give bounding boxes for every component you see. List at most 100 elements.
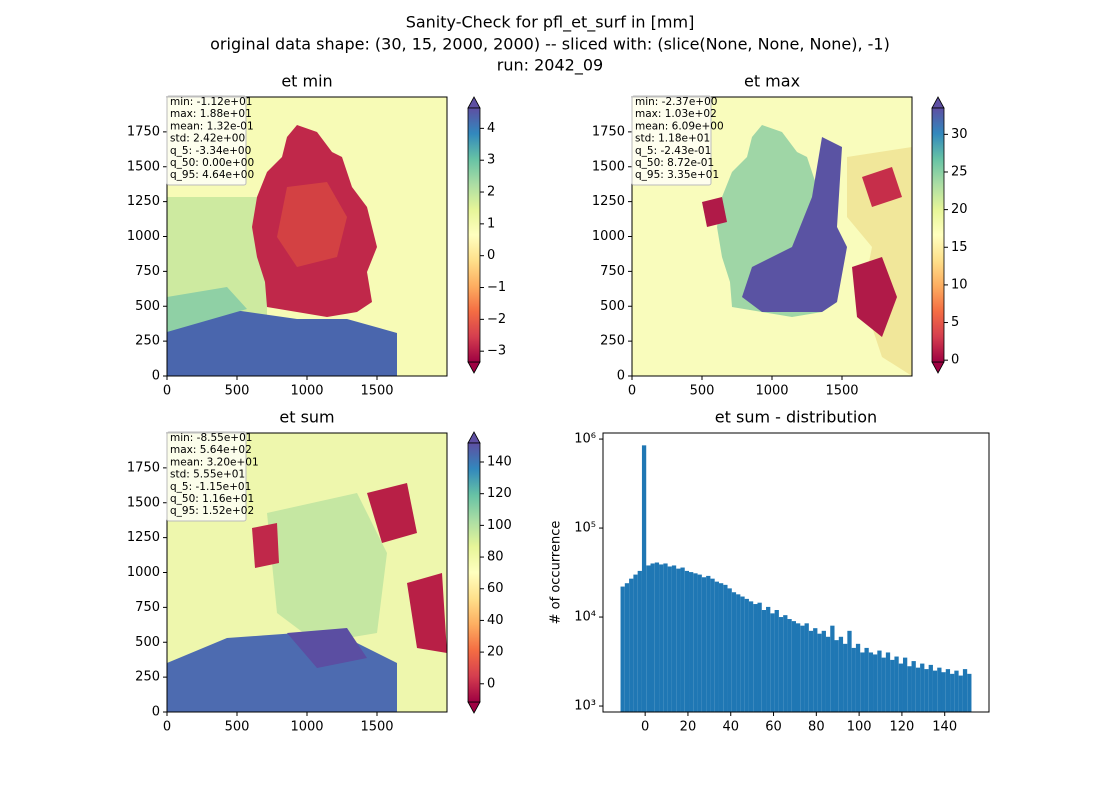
x-tick-label: 1000 bbox=[290, 720, 323, 735]
y-tick-label: 10⁶ bbox=[574, 432, 596, 447]
bar bbox=[843, 643, 848, 712]
x-tick-label: 120 bbox=[890, 720, 915, 735]
bar bbox=[950, 673, 955, 712]
y-tick-label: 1000 bbox=[592, 229, 625, 244]
colorbar-tick-label: 40 bbox=[487, 613, 504, 628]
bar bbox=[697, 574, 702, 712]
bar bbox=[898, 663, 903, 712]
stats-line: std: 1.18e+01 bbox=[635, 133, 710, 145]
bar bbox=[646, 565, 651, 712]
x-tick-label: 0 bbox=[163, 384, 171, 399]
colorbar-tick-label: 0 bbox=[951, 353, 959, 368]
map-patch bbox=[167, 309, 397, 376]
bar bbox=[932, 670, 938, 712]
y-tick-label: 10⁵ bbox=[574, 521, 596, 536]
x-tick-label: 0 bbox=[628, 384, 636, 399]
bar bbox=[667, 566, 672, 712]
y-tick-label: 1250 bbox=[127, 194, 160, 209]
colorbar-tick-label: 10 bbox=[951, 277, 968, 292]
stats-line: q_95: 4.64e+00 bbox=[170, 169, 254, 181]
stats-line: q_50: 8.72e-01 bbox=[635, 157, 714, 169]
x-tick-label: 1000 bbox=[755, 384, 788, 399]
stats-line: std: 5.55e+01 bbox=[170, 469, 245, 481]
bar bbox=[877, 650, 882, 712]
y-tick-label: 500 bbox=[135, 635, 160, 650]
colorbar-tick-label: 0 bbox=[487, 676, 495, 691]
x-tick-label: 140 bbox=[932, 720, 957, 735]
y-tick-label: 1000 bbox=[127, 229, 160, 244]
y-tick-label: 1750 bbox=[127, 124, 160, 139]
y-tick-label: 0 bbox=[152, 369, 160, 384]
bar bbox=[825, 636, 831, 712]
bar bbox=[659, 564, 664, 712]
map-patch bbox=[287, 628, 367, 668]
bar bbox=[967, 673, 972, 712]
y-axis-label: # of occurrence bbox=[549, 521, 564, 625]
bar bbox=[787, 619, 792, 712]
y-tick-label: 500 bbox=[135, 299, 160, 314]
stats-line: min: -1.12e+01 bbox=[170, 96, 252, 108]
bar bbox=[958, 675, 963, 712]
colorbar-tick-label: −2 bbox=[487, 312, 506, 327]
colorbar-tick-label: 5 bbox=[951, 315, 959, 330]
figure-title: original data shape: (30, 15, 2000, 2000… bbox=[210, 35, 890, 54]
colorbar bbox=[467, 442, 481, 703]
bar bbox=[654, 562, 660, 712]
bar bbox=[945, 669, 951, 712]
x-tick-label: 40 bbox=[722, 720, 739, 735]
figure-title: Sanity-Check for pfl_et_surf in [mm] bbox=[406, 13, 695, 33]
bar bbox=[774, 610, 779, 712]
bar bbox=[800, 625, 805, 712]
bar bbox=[885, 652, 891, 712]
y-tick-label: 250 bbox=[135, 670, 160, 685]
y-tick-label: 1250 bbox=[127, 530, 160, 545]
stats-line: q_5: -1.15e+01 bbox=[170, 481, 251, 493]
map-patch bbox=[862, 167, 902, 207]
axes-title: et max bbox=[744, 72, 800, 91]
stats-line: q_5: -2.43e-01 bbox=[635, 145, 711, 157]
y-tick-label: 500 bbox=[600, 299, 625, 314]
bar bbox=[890, 659, 895, 712]
bar bbox=[847, 630, 852, 712]
colorbar-tick-label: −3 bbox=[487, 344, 506, 359]
bar bbox=[851, 647, 856, 712]
x-tick-label: 500 bbox=[225, 384, 250, 399]
y-tick-label: 1500 bbox=[127, 495, 160, 510]
stats-line: q_95: 1.52e+02 bbox=[170, 505, 254, 517]
stats-line: q_50: 0.00e+00 bbox=[170, 157, 254, 169]
colorbar-tick-label: 4 bbox=[487, 121, 495, 136]
colorbar-tick-label: 20 bbox=[487, 645, 504, 660]
bar bbox=[817, 633, 822, 712]
stats-line: max: 1.88e+01 bbox=[170, 108, 252, 120]
bar bbox=[791, 621, 796, 712]
colorbar-tick-label: 0 bbox=[487, 248, 495, 263]
y-tick-label: 1000 bbox=[127, 565, 160, 580]
bar bbox=[796, 623, 801, 712]
bar bbox=[924, 669, 929, 712]
map-patch bbox=[167, 287, 247, 332]
colorbar-tick-label: 100 bbox=[487, 518, 512, 533]
y-tick-label: 250 bbox=[135, 334, 160, 349]
bar bbox=[928, 664, 933, 712]
map-patch bbox=[852, 257, 897, 337]
x-tick-label: 0 bbox=[641, 720, 649, 735]
bar bbox=[873, 654, 878, 712]
axes-title: et min bbox=[281, 72, 332, 91]
colorbar-extend bbox=[467, 701, 481, 714]
bar bbox=[701, 577, 707, 712]
y-tick-label: 0 bbox=[617, 369, 625, 384]
bar bbox=[907, 666, 912, 712]
y-tick-label: 750 bbox=[600, 264, 625, 279]
colorbar-tick-label: 80 bbox=[487, 550, 504, 565]
stats-line: min: -2.37e+00 bbox=[635, 96, 717, 108]
bar bbox=[783, 615, 788, 712]
bar bbox=[727, 588, 732, 712]
x-tick-label: 20 bbox=[680, 720, 697, 735]
bar bbox=[744, 598, 749, 712]
colorbar-tick-label: 120 bbox=[487, 486, 512, 501]
bar bbox=[641, 445, 647, 712]
axes-title: et sum - distribution bbox=[715, 408, 877, 427]
colorbar bbox=[931, 107, 945, 363]
bar bbox=[804, 623, 809, 712]
bar bbox=[740, 596, 745, 712]
